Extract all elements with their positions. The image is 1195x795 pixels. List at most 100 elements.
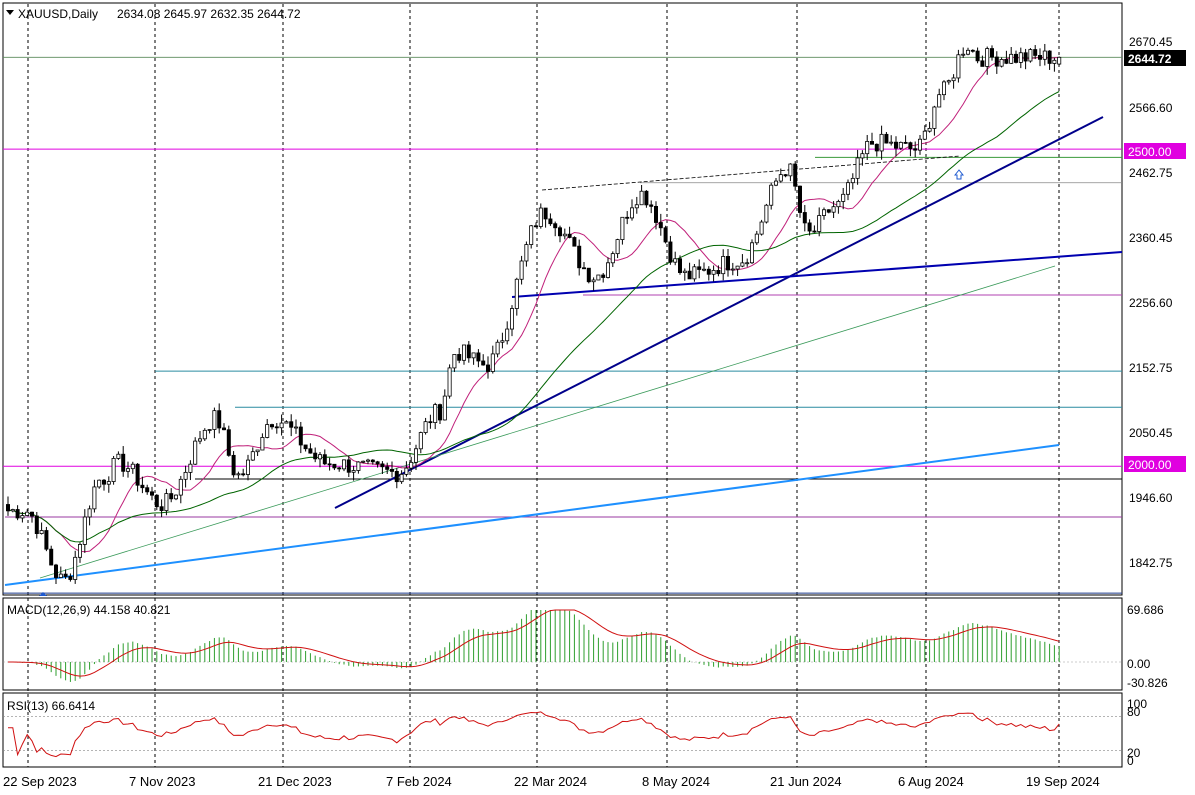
candle-body bbox=[173, 494, 178, 500]
candle-body bbox=[289, 421, 294, 428]
candle-body bbox=[1018, 52, 1023, 63]
candle-body bbox=[102, 479, 107, 485]
date-axis: 22 Sep 2023 7 Nov 2023 21 Dec 2023 7 Feb… bbox=[3, 774, 1100, 789]
candle-body bbox=[610, 253, 615, 264]
candle-body bbox=[20, 515, 25, 519]
collapse-triangle-icon[interactable] bbox=[6, 10, 14, 15]
candle-body bbox=[284, 421, 289, 424]
macd-tick: 0.00 bbox=[1127, 657, 1151, 671]
candle-body bbox=[649, 204, 654, 207]
candle-body bbox=[346, 459, 351, 473]
candle-body bbox=[126, 468, 131, 472]
candle-body bbox=[236, 473, 241, 476]
candle-body bbox=[1057, 56, 1062, 65]
candle-body bbox=[322, 454, 327, 465]
date-tick: 22 Sep 2023 bbox=[3, 774, 77, 789]
candle-body bbox=[745, 262, 750, 265]
candle-body bbox=[370, 459, 375, 463]
candle-body bbox=[529, 225, 534, 245]
level-2500-label: 2500.00 bbox=[1128, 145, 1172, 159]
candle-body bbox=[903, 141, 908, 144]
date-tick: 8 May 2024 bbox=[642, 774, 710, 789]
candle-body bbox=[802, 212, 807, 224]
rsi-label: RSI(13) 66.6414 bbox=[7, 699, 95, 713]
candle-body bbox=[994, 56, 999, 67]
price-tick: 1842.75 bbox=[1129, 556, 1173, 570]
candle-body bbox=[658, 222, 663, 229]
candle-body bbox=[49, 548, 54, 566]
candle-body bbox=[937, 94, 942, 108]
candle-body bbox=[241, 473, 246, 476]
candle-body bbox=[116, 453, 121, 459]
candle-body bbox=[442, 395, 447, 421]
candle-body bbox=[92, 486, 97, 510]
candle-body bbox=[783, 174, 788, 177]
candle-body bbox=[870, 141, 875, 145]
candle-body bbox=[409, 461, 414, 469]
candle-body bbox=[615, 239, 620, 255]
candle-body bbox=[250, 451, 255, 461]
candle-body bbox=[274, 426, 279, 429]
candle-body bbox=[178, 478, 183, 496]
candle-body bbox=[860, 153, 865, 159]
date-tick: 21 Dec 2023 bbox=[258, 774, 332, 789]
candle-body bbox=[293, 426, 298, 429]
candle-body bbox=[106, 481, 111, 485]
candle-body bbox=[193, 440, 198, 465]
candle-body bbox=[437, 404, 442, 421]
candle-body bbox=[567, 233, 572, 238]
candle-body bbox=[764, 204, 769, 223]
date-tick: 7 Nov 2023 bbox=[129, 774, 196, 789]
candle-body bbox=[918, 138, 923, 151]
candle-body bbox=[582, 267, 587, 270]
macd-pane[interactable] bbox=[2, 597, 1123, 691]
price-pane[interactable] bbox=[2, 2, 1123, 596]
buy-arrow-icon bbox=[953, 169, 965, 180]
candle-body bbox=[793, 163, 798, 187]
candle-body bbox=[822, 209, 827, 216]
fan-line bbox=[39, 265, 1056, 579]
candle-body bbox=[980, 60, 985, 67]
date-tick: 19 Sep 2024 bbox=[1026, 774, 1100, 789]
candle-body bbox=[942, 81, 947, 96]
candle-body bbox=[1047, 50, 1052, 64]
candle-body bbox=[375, 461, 380, 465]
candle-body bbox=[385, 466, 390, 470]
candle-body bbox=[716, 270, 721, 275]
candle-body bbox=[54, 564, 59, 578]
candle-body bbox=[874, 143, 879, 152]
candle-body bbox=[524, 244, 529, 262]
moving-averages bbox=[7, 56, 1060, 553]
candle-body bbox=[591, 279, 596, 283]
candle-body bbox=[226, 429, 231, 456]
candle-body bbox=[121, 453, 126, 472]
candle-body bbox=[846, 182, 851, 195]
candle-body bbox=[423, 421, 428, 433]
candle-body bbox=[154, 494, 159, 508]
candle-body bbox=[279, 422, 284, 429]
candle-body bbox=[149, 491, 154, 496]
candle-body bbox=[29, 511, 34, 517]
price-tick: 1946.60 bbox=[1129, 491, 1173, 505]
candle-body bbox=[485, 364, 490, 372]
ohlc-readout: 2634.08 2645.97 2632.35 2644.72 bbox=[117, 7, 301, 21]
candle-body bbox=[260, 437, 265, 451]
candle-body bbox=[946, 80, 951, 83]
candle-body bbox=[879, 133, 884, 152]
candle-body bbox=[1028, 49, 1033, 62]
candle-body bbox=[841, 193, 846, 202]
candle-body bbox=[726, 256, 731, 271]
macd-tick: -30.826 bbox=[1127, 676, 1168, 690]
candle-body bbox=[692, 266, 697, 280]
rsi-pane[interactable] bbox=[2, 692, 1123, 768]
date-tick: 21 Jun 2024 bbox=[770, 774, 842, 789]
candle-body bbox=[317, 454, 322, 460]
candle-body bbox=[183, 471, 188, 480]
candle-body bbox=[865, 141, 870, 155]
candle-body bbox=[457, 354, 462, 361]
price-tick: 2360.45 bbox=[1129, 231, 1173, 245]
date-tick: 7 Feb 2024 bbox=[386, 774, 452, 789]
candle-body bbox=[15, 509, 20, 519]
candle-body bbox=[990, 48, 995, 58]
